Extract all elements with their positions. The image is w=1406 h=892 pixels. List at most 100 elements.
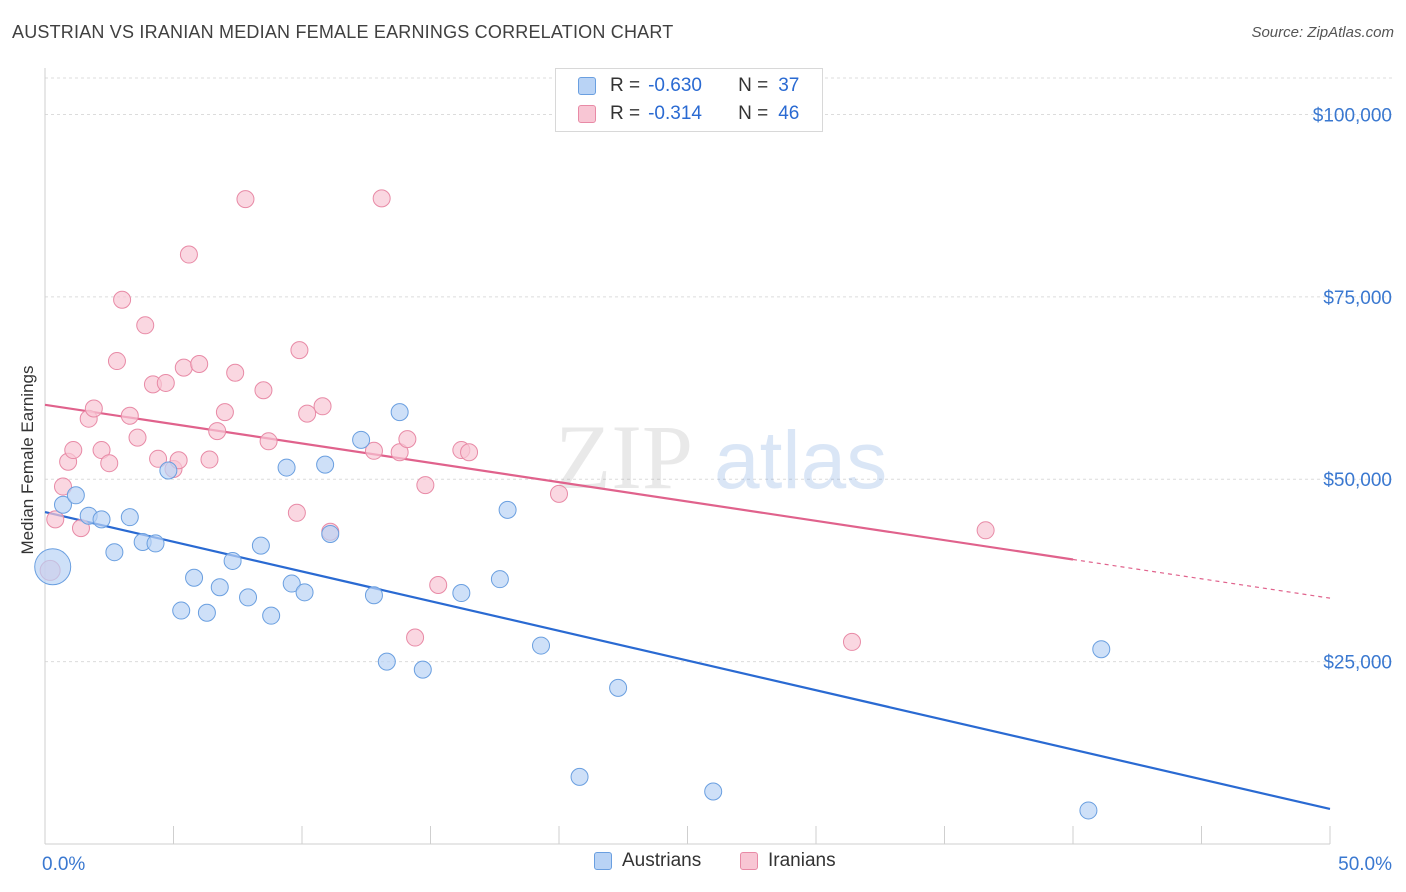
x-tick-label: 0.0% [42,854,85,875]
austrian-point [120,508,139,527]
gridlines [45,77,1392,663]
y-tick-label: $100,000 [1313,105,1392,126]
austrian-point [704,782,723,801]
iranian-point [406,628,425,647]
n-value: 37 [778,75,800,96]
iranian-point [120,406,139,425]
austrian-point [34,548,72,586]
iranian-point [128,428,147,447]
iranian-point [226,363,245,382]
iranian-point [179,245,198,264]
austrian-point [239,588,258,607]
austrian-point [197,603,216,622]
austrian-point [377,652,396,671]
iranian-point [236,190,255,209]
legend-item-austrians: Austrians [594,850,701,872]
austrian-point [609,678,628,697]
iranians-swatch [578,105,596,123]
iranian-point [100,454,119,473]
iranian-point [842,632,861,651]
austrian-point [570,767,589,786]
austrian-point [490,570,509,589]
austrian-point [352,430,371,449]
trend-extension-iranians [1072,558,1331,599]
austrian-point [66,486,85,505]
austrian-point [223,551,242,570]
austrian-point [390,403,409,422]
iranian-point [254,381,273,400]
iranian-point [215,403,234,422]
austrian-point [53,495,72,514]
legend-row-iranians: R = -0.314 N = 46 [578,101,799,127]
austrian-point [251,536,270,555]
iranian-point [190,354,209,373]
austrian-point [277,458,296,477]
austrian-point [321,524,340,543]
iranian-point [107,352,126,371]
iranian-point [287,503,306,522]
iranian-point [149,449,168,468]
austrian-point [1092,640,1111,659]
austrian-point [316,455,335,474]
austrian-point [210,578,229,597]
austrian-point [92,510,111,529]
austrian-point [413,660,432,679]
iranian-point [416,476,435,495]
iranian-point [460,443,479,462]
austrian-point [532,636,551,655]
iranian-point [290,341,309,360]
iranian-point [113,290,132,309]
r-label: R = [610,75,641,96]
r-value: -0.630 [648,75,702,96]
iranians-legend-label: Iranians [768,850,836,871]
iranian-point [208,422,227,441]
trend-line-austrians [44,510,1331,811]
y-tick-label: $75,000 [1323,288,1392,309]
austrian-point [295,583,314,602]
iranian-point [976,521,995,540]
austrian-point [262,606,281,625]
austrians-legend-label: Austrians [622,850,702,871]
austrians-swatch [578,77,596,95]
iranian-point [259,432,278,451]
austrian-point [282,574,301,593]
watermark-atlas: atlas [714,415,887,506]
tick-labels: $25,000 $50,000 $75,000 $100,000 0.0% 50.0% [42,105,1392,875]
watermark: ZIP atlas [555,406,887,508]
iranian-point [429,576,448,595]
iranian-point [53,477,72,496]
austrian-point [172,601,191,620]
austrian-point [159,461,178,480]
iranian-point [298,404,317,423]
iranian-point [84,399,103,418]
iranian-point [174,358,193,377]
iranians-legend-swatch [740,852,758,870]
austrian-point [498,500,517,519]
r-value: -0.314 [648,103,702,124]
chart-title: AUSTRIAN VS IRANIAN MEDIAN FEMALE EARNIN… [12,22,674,42]
iranian-point [136,316,155,335]
iranian-point [200,450,219,469]
y-tick-label: $25,000 [1323,653,1392,674]
iranian-point [46,510,65,529]
n-value: 46 [778,103,800,124]
iranian-point [550,484,568,503]
austrian-point [452,584,471,603]
iranian-point [372,189,391,208]
legend-row-austrians: R = -0.630 N = 37 [578,73,799,99]
n-label: N = [738,75,769,96]
iranian-point [64,441,83,460]
r-label: R = [610,103,641,124]
iranian-point [313,397,332,416]
austrian-point [146,534,165,553]
iranian-point [398,430,417,449]
legend-item-iranians: Iranians [740,850,836,872]
n-label: N = [738,103,769,124]
austrian-point [185,568,204,587]
iranian-point [156,373,175,392]
y-tick-label: $50,000 [1323,470,1392,491]
austrians-legend-swatch [594,852,612,870]
source-credit: Source: ZipAtlas.com [1251,24,1394,41]
correlation-legend: R = -0.630 N = 37 R = -0.314 N = 46 [555,68,823,132]
